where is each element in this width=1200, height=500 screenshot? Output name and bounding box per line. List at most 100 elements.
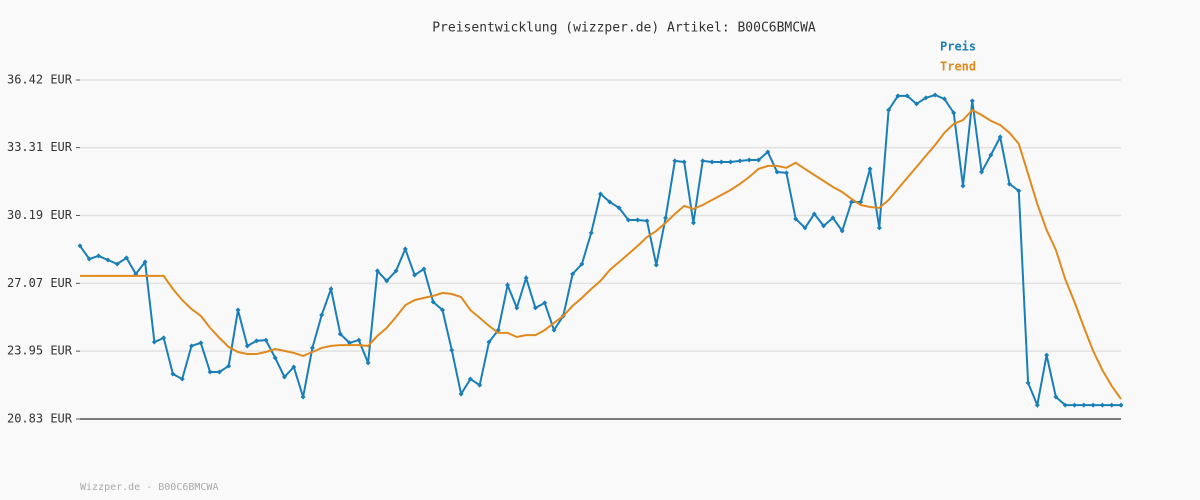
point-marker	[616, 205, 622, 211]
point-marker	[477, 382, 483, 388]
point-marker	[105, 257, 111, 263]
point-marker	[718, 159, 724, 165]
point-marker	[811, 211, 817, 217]
y-tick-label: 33.31 EUR	[7, 140, 73, 154]
point-marker	[412, 272, 418, 278]
point-marker	[254, 338, 260, 344]
point-marker	[216, 369, 222, 375]
point-marker	[765, 149, 771, 155]
point-marker	[839, 228, 845, 234]
point-marker	[170, 371, 176, 377]
point-marker	[914, 101, 920, 107]
point-marker	[886, 107, 892, 113]
point-marker	[263, 337, 269, 343]
point-marker	[226, 363, 232, 369]
point-marker	[1118, 402, 1124, 408]
point-marker	[690, 220, 696, 226]
point-marker	[746, 157, 752, 163]
point-marker	[486, 339, 492, 345]
point-marker	[941, 96, 947, 102]
series-line	[80, 108, 1122, 400]
point-marker	[756, 157, 762, 163]
point-marker	[774, 169, 780, 175]
point-marker	[867, 166, 873, 172]
point-marker	[337, 331, 343, 337]
chart-title: Preisentwicklung (wizzper.de) Artikel: B…	[432, 21, 816, 36]
point-marker	[579, 261, 585, 267]
point-marker	[356, 337, 362, 343]
point-marker	[1053, 394, 1059, 400]
point-marker	[895, 93, 901, 99]
point-marker	[421, 266, 427, 272]
point-marker	[151, 339, 157, 345]
point-marker	[281, 374, 287, 380]
point-marker	[802, 225, 808, 231]
point-marker	[653, 262, 659, 268]
point-marker	[300, 394, 306, 400]
point-marker	[523, 275, 529, 281]
point-marker	[783, 170, 789, 176]
point-marker	[272, 355, 278, 361]
point-marker	[1034, 402, 1040, 408]
point-marker	[625, 217, 631, 223]
point-marker	[570, 271, 576, 277]
point-marker	[319, 312, 325, 318]
point-marker	[1062, 402, 1068, 408]
point-marker	[467, 376, 473, 382]
legend-label: Trend	[940, 60, 976, 74]
point-marker	[161, 335, 167, 341]
point-marker	[198, 340, 204, 346]
point-marker	[1109, 402, 1115, 408]
point-marker	[1044, 352, 1050, 358]
point-marker	[1081, 402, 1087, 408]
point-marker	[532, 305, 538, 311]
point-marker	[969, 98, 975, 104]
point-marker	[439, 307, 445, 313]
point-marker	[551, 327, 557, 333]
y-tick-label: 36.42 EUR	[7, 73, 73, 87]
point-marker	[988, 152, 994, 158]
point-marker	[384, 278, 390, 284]
point-marker	[951, 110, 957, 116]
point-marker	[142, 259, 148, 265]
point-marker	[1072, 402, 1078, 408]
point-marker	[458, 391, 464, 397]
point-marker	[728, 159, 734, 165]
point-marker	[77, 243, 83, 249]
point-marker	[96, 253, 102, 259]
point-marker	[365, 360, 371, 366]
point-marker	[1099, 402, 1105, 408]
y-tick-label: 23.95 EUR	[7, 344, 73, 358]
point-marker	[1006, 181, 1012, 187]
point-marker	[607, 199, 613, 205]
point-marker	[123, 255, 129, 261]
point-marker	[291, 364, 297, 370]
point-marker	[542, 300, 548, 306]
point-marker	[635, 217, 641, 223]
point-marker	[598, 191, 603, 197]
point-marker	[189, 343, 195, 349]
point-marker	[997, 134, 1003, 140]
point-marker	[737, 158, 743, 164]
point-marker	[644, 218, 650, 224]
point-marker	[1016, 188, 1022, 194]
point-marker	[663, 215, 669, 221]
footer: Wizzper.de - B00C6BMCWA	[80, 482, 218, 493]
point-marker	[672, 158, 678, 164]
point-marker	[793, 216, 799, 222]
point-marker	[374, 268, 380, 274]
point-marker	[207, 369, 213, 375]
point-marker	[1090, 402, 1096, 408]
point-marker	[923, 95, 929, 101]
point-marker	[309, 345, 315, 351]
point-marker	[86, 256, 92, 262]
point-marker	[876, 225, 882, 231]
point-marker	[979, 169, 985, 175]
point-marker	[1025, 380, 1031, 386]
point-marker	[681, 159, 687, 165]
y-tick-label: 20.83 EUR	[7, 412, 73, 426]
point-marker	[588, 230, 594, 236]
y-tick-label: 27.07 EUR	[7, 276, 73, 290]
